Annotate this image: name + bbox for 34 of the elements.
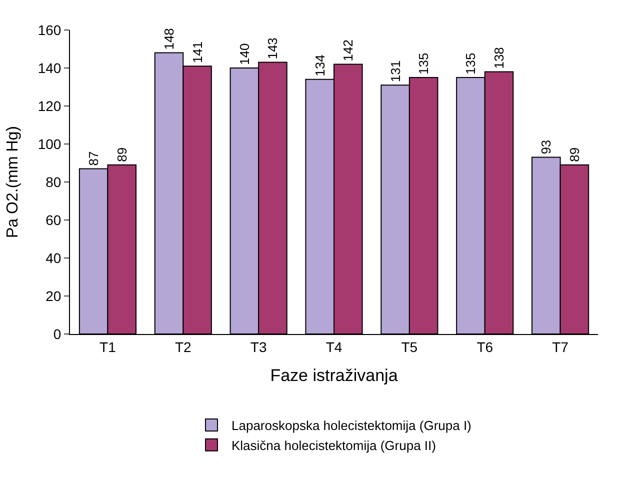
y-tick-label: 140 <box>38 60 62 76</box>
x-tick-label: T6 <box>476 338 494 355</box>
data-label: 87 <box>86 151 102 166</box>
y-tick-label: 60 <box>46 212 62 228</box>
x-tick-label: T2 <box>174 338 192 355</box>
data-label: 93 <box>538 140 554 154</box>
x-tick-label: T7 <box>552 338 569 355</box>
data-label: 148 <box>162 28 176 50</box>
data-label: 134 <box>312 54 328 76</box>
legend-label: Laparoskopska holecistektomija (Grupa I) <box>232 418 472 434</box>
y-tick-label: 120 <box>38 98 62 114</box>
y-tick-label: 100 <box>38 136 62 152</box>
data-label: 89 <box>114 147 130 162</box>
x-tick-label: T1 <box>100 338 116 355</box>
legend-label: Klasična holecistektomija (Grupa II) <box>232 438 436 453</box>
x-axis-title: Faze istraživanja <box>270 366 398 386</box>
x-tick-label: T4 <box>326 338 342 355</box>
data-label: 135 <box>463 52 478 74</box>
y-tick-label: 80 <box>46 174 62 190</box>
data-label: 89 <box>566 147 582 162</box>
x-tick-label: T5 <box>401 338 418 355</box>
data-label: 131 <box>388 60 403 82</box>
data-label: 141 <box>190 41 205 64</box>
data-label: 142 <box>340 39 356 62</box>
data-label: 138 <box>492 47 506 69</box>
y-tick-label: 160 <box>38 22 62 38</box>
y-tick-label: 0 <box>53 326 62 342</box>
data-label: 140 <box>236 43 252 65</box>
data-label: 143 <box>265 38 280 60</box>
y-axis-title: Pa O2.(mm Hg) <box>4 126 22 238</box>
y-tick-label: 20 <box>46 288 62 304</box>
y-tick-label: 40 <box>46 250 62 266</box>
data-label: 135 <box>416 52 432 74</box>
x-tick-label: T3 <box>250 338 267 355</box>
